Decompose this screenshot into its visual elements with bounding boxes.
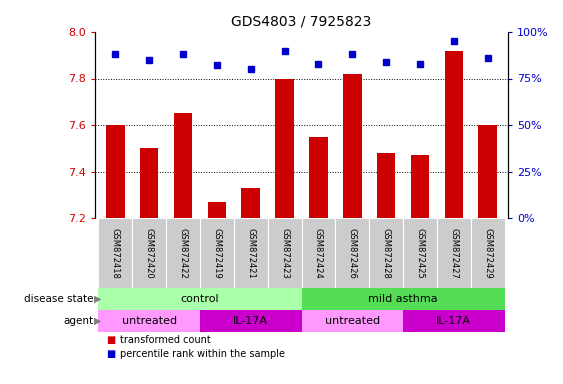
Text: percentile rank within the sample: percentile rank within the sample [120,349,285,359]
Bar [377,153,395,218]
Bar [208,202,226,218]
Bar [275,78,294,218]
Bar [479,125,497,218]
Text: GSM872427: GSM872427 [449,228,458,278]
Bar [302,288,504,310]
Bar [445,51,463,218]
Bar [174,113,193,218]
Text: ■: ■ [106,335,115,345]
Text: ▶: ▶ [94,294,101,304]
Bar [403,218,437,288]
Text: GSM872428: GSM872428 [382,228,391,278]
Text: GSM872423: GSM872423 [280,228,289,278]
Bar [471,218,504,288]
Text: mild asthma: mild asthma [368,294,438,304]
Bar [140,148,158,218]
Bar [267,218,302,288]
Bar [369,218,403,288]
Bar [200,218,234,288]
Bar [106,125,124,218]
Text: IL-17A: IL-17A [436,316,471,326]
Bar [200,310,302,332]
Bar [336,218,369,288]
Text: GSM872418: GSM872418 [111,228,120,278]
Bar [309,137,328,218]
Text: GSM872422: GSM872422 [178,228,187,278]
Text: transformed count: transformed count [120,335,211,345]
Bar [403,310,504,332]
Text: GSM872420: GSM872420 [145,228,154,278]
Text: GSM872424: GSM872424 [314,228,323,278]
Bar [242,188,260,218]
Bar [410,155,430,218]
Text: ▶: ▶ [94,316,101,326]
Text: untreated: untreated [122,316,177,326]
Text: GSM872429: GSM872429 [483,228,492,278]
Text: GSM872426: GSM872426 [348,228,357,278]
Bar [343,74,361,218]
Bar [132,218,166,288]
Text: agent: agent [63,316,93,326]
Text: GSM872425: GSM872425 [415,228,425,278]
Text: disease state: disease state [24,294,93,304]
Text: IL-17A: IL-17A [233,316,268,326]
Text: untreated: untreated [325,316,380,326]
Bar [99,218,132,288]
Text: ■: ■ [106,349,115,359]
Bar [437,218,471,288]
Text: control: control [181,294,219,304]
Bar [302,310,403,332]
Text: GSM872419: GSM872419 [212,228,221,278]
Bar [302,218,336,288]
Bar [166,218,200,288]
Title: GDS4803 / 7925823: GDS4803 / 7925823 [231,14,372,28]
Bar [99,288,302,310]
Text: GSM872421: GSM872421 [246,228,255,278]
Bar [99,310,200,332]
Bar [234,218,267,288]
